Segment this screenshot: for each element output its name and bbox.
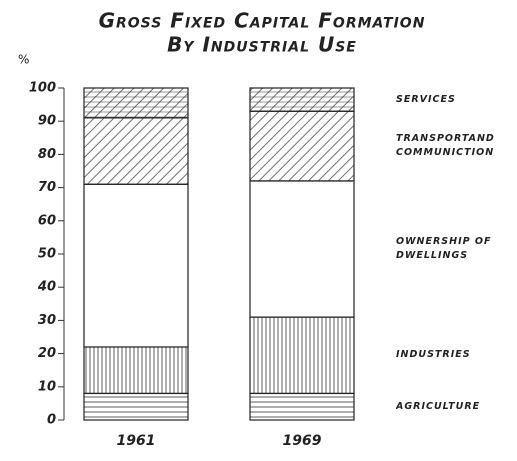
bar-segment [83, 183, 189, 348]
bar-segment [249, 180, 355, 318]
bar-segment [249, 392, 355, 421]
x-tick-label: 1961 [117, 433, 156, 449]
legend-item: TRANSPORTAND COMMUNICTION [396, 133, 495, 159]
bar-segment [83, 87, 189, 119]
y-tick-label: 20 [38, 346, 56, 361]
y-tick-label: 40 [37, 280, 56, 295]
y-tick-label: 30 [38, 313, 56, 328]
y-tick-label: 80 [38, 147, 56, 162]
y-tick-label: 100 [29, 81, 56, 96]
legend-item: INDUSTRIES [396, 349, 471, 361]
y-tick-label: 10 [38, 379, 56, 394]
legend-label: INDUSTRIES [396, 349, 471, 361]
bar-segment [83, 346, 189, 395]
legend-label: OWNERSHIP OF DWELLINGS [396, 236, 492, 262]
chart-title: By Industrial Use [167, 33, 357, 57]
bar-segment [249, 110, 355, 182]
legend-item: AGRICULTURE [396, 400, 481, 412]
bar-segment [83, 392, 189, 421]
legend-label: SERVICES [396, 93, 456, 105]
bar-segment [249, 87, 355, 112]
x-tick-label: 1969 [283, 433, 322, 449]
y-tick-label: 70 [38, 180, 56, 195]
y-tick-label: 0 [47, 413, 56, 428]
y-tick-label: 90 [38, 114, 56, 129]
y-axis-label: % [18, 53, 29, 67]
bar-segment [83, 117, 189, 185]
y-tick-label: 50 [38, 247, 56, 262]
legend-label: AGRICULTURE [396, 400, 481, 412]
y-tick-label: 60 [38, 213, 56, 228]
legend-label: TRANSPORTAND COMMUNICTION [396, 133, 495, 159]
chart-title: Gross Fixed Capital Formation [99, 9, 426, 33]
legend-item: OWNERSHIP OF DWELLINGS [396, 236, 492, 262]
bar-segment [249, 316, 355, 395]
legend-item: SERVICES [396, 93, 456, 105]
